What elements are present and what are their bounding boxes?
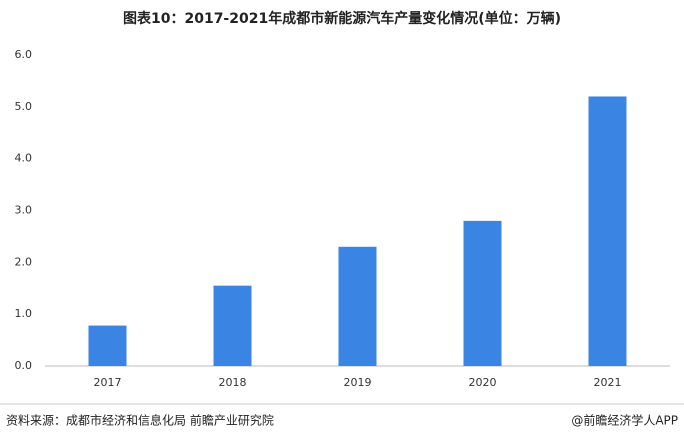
x-tick-label: 2021: [594, 376, 622, 389]
y-tick-label: 4.0: [15, 152, 33, 165]
x-tick-label: 2017: [94, 376, 122, 389]
chart-title: 图表10：2017-2021年成都市新能源汽车产量变化情况(单位：万辆): [123, 10, 561, 27]
y-tick-label: 2.0: [15, 255, 33, 268]
bar: [588, 96, 627, 366]
brand-label: @前瞻经济学人APP: [571, 413, 678, 428]
bar: [338, 246, 377, 366]
x-tick-label: 2019: [344, 376, 372, 389]
y-tick-label: 3.0: [15, 204, 33, 217]
y-tick-label: 6.0: [15, 48, 33, 61]
y-tick-label: 5.0: [15, 100, 33, 113]
y-tick-label: 0.0: [15, 359, 33, 372]
bar: [463, 220, 502, 366]
x-tick-label: 2020: [469, 376, 497, 389]
y-tick-label: 1.0: [15, 307, 33, 320]
x-tick-label: 2018: [219, 376, 247, 389]
bar: [88, 325, 127, 366]
bar: [213, 285, 252, 366]
source-note: 资料来源：成都市经济和信息化局 前瞻产业研究院: [6, 413, 274, 428]
